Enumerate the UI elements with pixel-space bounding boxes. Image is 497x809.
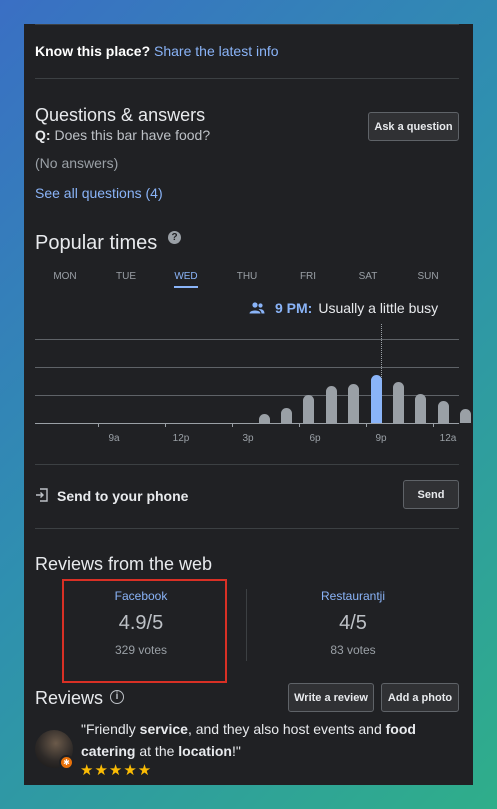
facebook-review-source[interactable]: Facebook 4.9/5 329 votes [81, 589, 201, 657]
popular-times-bar[interactable] [438, 401, 449, 423]
x-tick-label: 6p [309, 433, 321, 444]
live-busyness: 9 PM: Usually a little busy [249, 300, 438, 316]
chart-gridline [35, 339, 459, 340]
snippet-keyword: food catering [81, 721, 416, 759]
add-photo-button[interactable]: Add a photo [381, 683, 459, 712]
snippet-keyword: location [178, 743, 232, 759]
day-tab-tue[interactable]: TUE [116, 271, 136, 282]
chart-gridline [35, 395, 459, 396]
current-hour-line [381, 324, 382, 421]
divider [35, 464, 459, 465]
tick-mark [232, 423, 233, 427]
tick-mark [433, 423, 434, 427]
divider [35, 78, 459, 79]
x-tick-label: 9a [108, 433, 120, 444]
popular-times-title: Popular times [35, 232, 158, 254]
x-tick-label: 9p [375, 433, 387, 444]
share-latest-info-link[interactable]: Share the latest info [154, 43, 279, 59]
know-prefix: Know this place? [35, 43, 151, 59]
popular-times-bar[interactable] [348, 384, 359, 423]
popular-times-bar[interactable] [259, 414, 270, 423]
live-time: 9 PM: [275, 300, 313, 316]
tick-mark [366, 423, 367, 427]
facebook-highlight-box [62, 579, 227, 683]
place-panel: Know this place? Share the latest info Q… [24, 24, 473, 785]
day-tab-sat[interactable]: SAT [358, 271, 378, 282]
day-tab-thu[interactable]: THU [236, 271, 258, 282]
see-all-questions-link[interactable]: See all questions (4) [35, 185, 163, 201]
live-status: Usually a little busy [318, 300, 439, 316]
send-to-phone-icon [36, 488, 48, 502]
restaurantji-review-source[interactable]: Restaurantji 4/5 83 votes [293, 589, 413, 657]
tick-mark [165, 423, 166, 427]
popular-times-bar[interactable] [371, 375, 382, 423]
tick-mark [98, 423, 99, 427]
vertical-divider [246, 589, 247, 661]
restaurantji-link[interactable]: Restaurantji [320, 589, 386, 603]
chart-baseline [35, 423, 459, 424]
review-snippet: "Friendly service, and they also host ev… [81, 718, 453, 762]
x-tick-label: 3p [242, 433, 254, 444]
know-this-place: Know this place? Share the latest info [35, 43, 279, 59]
qa-title: Questions & answers [35, 105, 206, 125]
popular-times-bar[interactable] [460, 409, 471, 423]
help-icon[interactable]: ? [168, 231, 181, 244]
top-divider [35, 24, 459, 25]
info-icon[interactable]: i [110, 690, 124, 704]
reviews-title: Reviews [35, 688, 104, 708]
qa-question: Q: Does this bar have food? [35, 127, 210, 143]
divider [35, 528, 459, 529]
x-tick-label: 12a [439, 433, 457, 444]
popular-times-bar[interactable] [415, 394, 426, 423]
facebook-link[interactable]: Facebook [114, 589, 168, 603]
send-button[interactable]: Send [403, 480, 459, 509]
facebook-score: 4.9/5 [118, 612, 164, 634]
reviews-web-title: Reviews from the web [35, 554, 213, 574]
x-tick-label: 12p [172, 433, 190, 444]
snippet-text: , and they also host events and [187, 721, 386, 737]
snippet-text: at the [135, 743, 179, 759]
active-day-indicator [174, 286, 198, 288]
send-to-phone-label: Send to your phone [57, 488, 189, 504]
popular-times-bar[interactable] [281, 408, 292, 423]
day-tab-wed[interactable]: WED [174, 271, 198, 282]
write-review-button[interactable]: Write a review [288, 683, 374, 712]
snippet-keyword: service [139, 721, 188, 737]
snippet-text: !" [231, 743, 241, 759]
no-answers-text: (No answers) [35, 155, 119, 171]
ask-question-button[interactable]: Ask a question [368, 112, 459, 141]
star-rating: ★★★★★ [80, 762, 153, 779]
tick-mark [299, 423, 300, 427]
restaurantji-votes: 83 votes [330, 643, 376, 657]
restaurantji-score: 4/5 [339, 612, 367, 634]
snippet-text: "Friendly [81, 721, 140, 737]
local-guide-badge-icon: ✱ [59, 755, 74, 770]
question-prefix: Q: [35, 127, 51, 143]
chart-gridline [35, 367, 459, 368]
popular-times-bar[interactable] [393, 382, 404, 423]
day-tab-mon[interactable]: MON [53, 271, 77, 282]
day-tab-fri[interactable]: FRI [299, 271, 317, 282]
popular-times-bar[interactable] [326, 386, 337, 423]
facebook-votes: 329 votes [114, 643, 168, 657]
question-text: Does this bar have food? [54, 127, 211, 143]
popular-times-bar[interactable] [303, 395, 314, 423]
people-icon [249, 302, 265, 314]
day-tab-sun[interactable]: SUN [417, 271, 439, 282]
